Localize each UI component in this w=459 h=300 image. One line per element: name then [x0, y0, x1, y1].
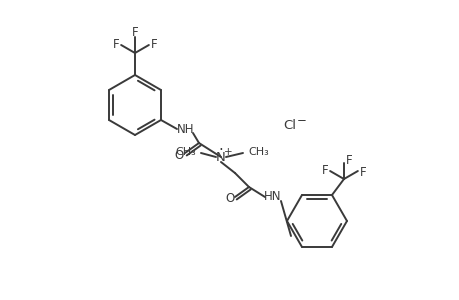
Text: N: N	[216, 151, 225, 164]
Text: F: F	[359, 166, 365, 178]
Text: F: F	[131, 26, 138, 38]
Text: −: −	[297, 113, 306, 127]
Text: NH: NH	[177, 122, 194, 136]
Text: F: F	[112, 38, 119, 50]
Text: Cl: Cl	[283, 118, 296, 131]
Text: +: +	[223, 147, 232, 157]
Text: O: O	[174, 148, 183, 161]
Text: CH₃: CH₃	[247, 147, 268, 157]
Text: F: F	[150, 38, 157, 50]
Text: O: O	[225, 193, 234, 206]
Text: CH₃: CH₃	[175, 147, 196, 157]
Text: HN: HN	[263, 190, 281, 203]
Text: ·: ·	[218, 142, 223, 158]
Text: F: F	[345, 154, 352, 166]
Text: F: F	[321, 164, 328, 176]
